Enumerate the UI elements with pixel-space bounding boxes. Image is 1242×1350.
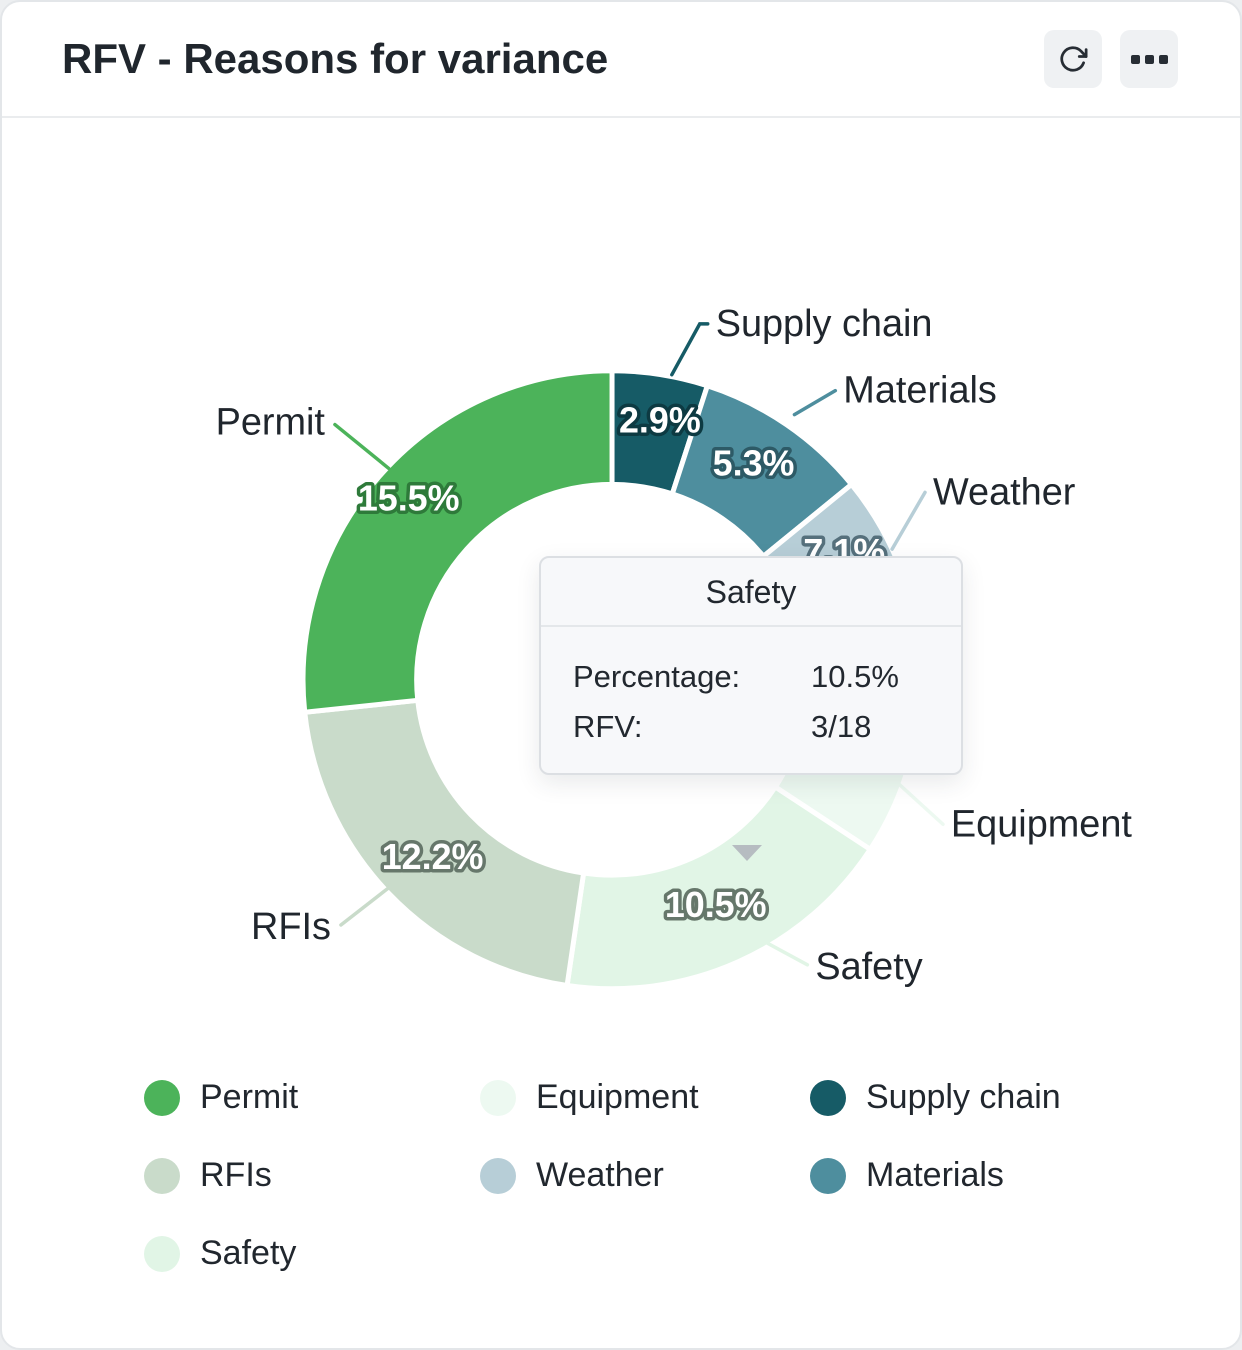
legend-swatch-safety [144,1235,180,1272]
callout-line-permit [333,422,391,471]
slice-pct-materials: 5.3% [713,443,795,483]
tooltip-body: Percentage: 10.5% RFV: 3/18 [541,627,961,773]
callout-line-materials [792,388,838,417]
legend-label: Materials [866,1156,1004,1194]
callout-label-permit: Permit [216,402,326,444]
chart-legend: Permit Equipment Supply chain RFIs Weather Ma… [144,1078,1190,1273]
legend-item-permit[interactable]: Permit [144,1078,480,1117]
header-actions [1044,30,1178,88]
legend-label: Safety [200,1234,297,1272]
callout-line-safety [757,937,810,967]
callout-label-safety: Safety [815,946,922,988]
legend-label: Weather [536,1156,664,1194]
tooltip-row: Percentage: 10.5% [573,659,929,695]
legend-item-safety[interactable]: Safety [144,1234,480,1273]
callout-label-equipment: Equipment [951,803,1132,845]
slice-pct-permit: 15.5% [358,478,460,518]
legend-swatch-materials [810,1157,846,1194]
legend-item-supply-chain[interactable]: Supply chain [810,1078,1190,1117]
slice-permit[interactable] [300,368,615,715]
callout-line-weather [890,490,927,551]
tooltip-title: Safety [541,558,961,627]
chart-tooltip: Safety Percentage: 10.5% RFV: 3/18 [539,556,963,775]
more-options-button[interactable] [1120,30,1178,88]
callout-line-supply-chain [670,322,710,377]
callout-line-equipment [895,780,945,827]
legend-label: RFIs [200,1156,272,1194]
legend-item-rfis[interactable]: RFIs [144,1156,480,1195]
tooltip-pointer-icon [732,845,762,861]
callout-label-rfis: RFIs [251,906,331,948]
slice-rfis[interactable] [302,697,587,988]
legend-label: Equipment [536,1078,699,1116]
chart-area: Supply chain 2.9% Materials 5.3% Weather 7.1%… [2,118,1240,1078]
slice-pct-rfis: 12.2% [382,837,484,877]
callout-line-rfis [339,881,397,927]
legend-swatch-weather [480,1157,516,1194]
legend-swatch-supply-chain [810,1079,846,1116]
legend-swatch-permit [144,1079,180,1116]
donut-chart[interactable]: Supply chain2.9%Materials5.3%Weather7.1%… [2,118,1240,1078]
tooltip-row-label: Percentage: [573,659,741,694]
legend-label: Permit [200,1078,299,1116]
legend-item-materials[interactable]: Materials [810,1156,1190,1195]
refresh-button[interactable] [1044,30,1102,88]
tooltip-row-value: 3/18 [811,709,872,744]
card-header: RFV - Reasons for variance [2,2,1240,118]
page-title: RFV - Reasons for variance [62,35,609,82]
legend-item-equipment[interactable]: Equipment [480,1078,810,1117]
callout-label-supply-chain: Supply chain [716,303,933,345]
tooltip-row-value: 10.5% [811,659,899,694]
legend-swatch-rfis [144,1157,180,1194]
refresh-icon [1060,46,1088,72]
legend-label: Supply chain [866,1078,1061,1116]
callout-label-materials: Materials [843,370,997,412]
tooltip-row-label: RFV: [573,709,643,744]
more-options-icon [1130,54,1168,64]
legend-item-weather[interactable]: Weather [480,1156,810,1195]
slice-pct-supply-chain: 2.9% [619,401,701,441]
slice-pct-safety: 10.5% [665,885,767,925]
callout-label-weather: Weather [933,471,1075,513]
tooltip-row: RFV: 3/18 [573,709,929,745]
legend-swatch-equipment [480,1079,516,1116]
